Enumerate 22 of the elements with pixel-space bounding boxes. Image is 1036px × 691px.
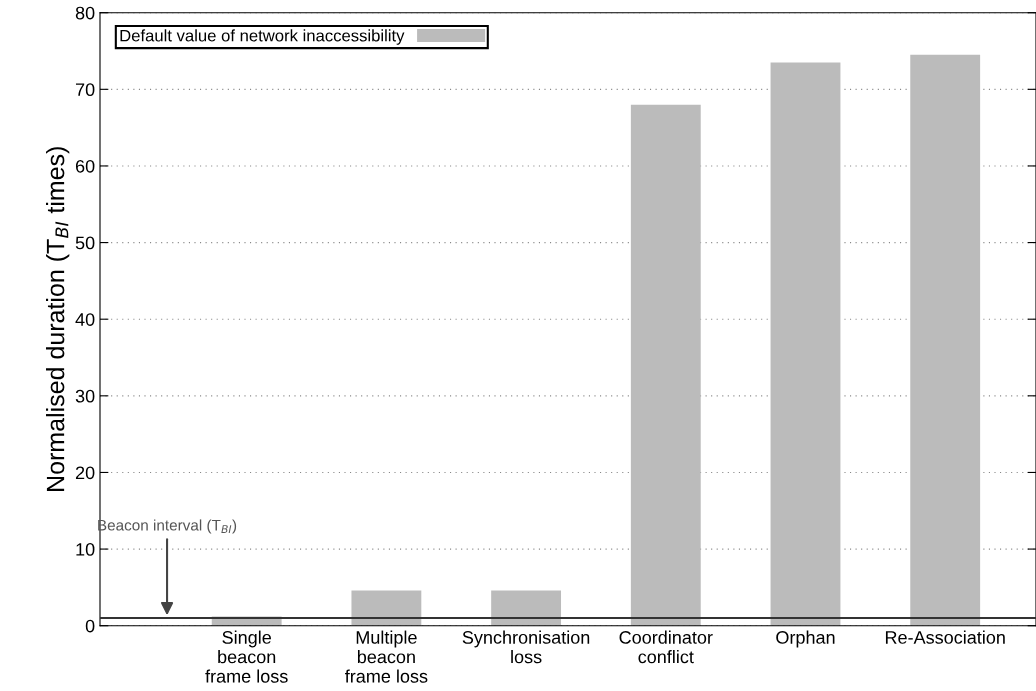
x-tick-label: Synchronisation loss xyxy=(462,630,590,664)
x-tick-label: Orphan xyxy=(776,630,835,648)
bar xyxy=(910,54,981,626)
y-tick-label: 10 xyxy=(76,543,95,556)
legend-label: Default value of network inaccessibility xyxy=(120,29,405,45)
x-tick-label: Re-Association xyxy=(885,630,1005,644)
y-axis-title: Normalised duration (T$_{BI}$ times) xyxy=(46,147,70,491)
y-tick-label: 80 xyxy=(75,6,95,20)
bar xyxy=(770,62,841,626)
y-tick-label: 70 xyxy=(75,83,95,97)
y-tick-label: 50 xyxy=(75,236,95,250)
bar xyxy=(630,104,701,626)
y-tick-label: 60 xyxy=(75,159,95,173)
x-tick-label: Single beacon frame loss xyxy=(205,630,288,683)
bar xyxy=(491,590,562,626)
y-tick-label: 30 xyxy=(75,389,95,403)
bar xyxy=(351,590,422,626)
x-tick-label: Coordinator conflict xyxy=(619,630,713,664)
x-tick-label: Multiple beacon frame loss xyxy=(345,630,428,683)
y-tick-label: 20 xyxy=(75,466,95,480)
y-tick-label: 0 xyxy=(85,619,95,633)
y-tick-label: 40 xyxy=(75,313,95,326)
